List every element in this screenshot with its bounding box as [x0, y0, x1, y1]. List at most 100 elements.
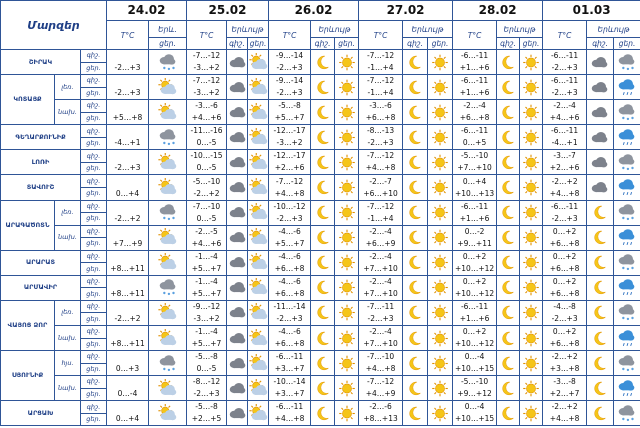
weather-icon-cell	[613, 124, 640, 151]
night-temp: -1…-4	[195, 276, 218, 286]
spacer	[108, 76, 148, 88]
weather-icon-cell	[402, 400, 429, 427]
weather-icon	[594, 381, 606, 395]
temp-cell: -2…+2 +3…+8	[542, 350, 588, 377]
night-temp: -7…-12	[192, 51, 221, 61]
weather-icon	[229, 182, 246, 193]
subregion: նախ.	[54, 325, 81, 352]
weather-icon-cell	[427, 299, 454, 327]
night-temp: -6…-11	[550, 201, 579, 211]
phen-header: Երևույթ	[586, 20, 640, 38]
weather-icon	[317, 130, 329, 144]
day-temp: -1…+4	[367, 88, 394, 98]
night-temp: -6…-11	[460, 126, 489, 136]
temp-cell: -9…-12 -3…+2	[186, 299, 228, 327]
weather-icon	[523, 154, 539, 171]
temp-cell: +8…+11	[106, 274, 150, 301]
night-label: գիշ.	[79, 74, 108, 88]
night-temp: -5…-10	[192, 176, 221, 186]
temp-cell: 0…+2 +6…+8	[542, 224, 588, 251]
temp-cell: -2…-7 +6…+10	[358, 174, 404, 201]
weather-icon-cell	[427, 74, 454, 101]
weather-icon	[157, 253, 176, 270]
temp-cell: -7…-10 0…-5	[186, 199, 228, 226]
day-temp: +10…+15	[455, 364, 495, 374]
night-temp: -6…-11	[550, 51, 579, 61]
day-temp: +3…+8	[549, 364, 580, 374]
temp-cell: -2…-4 +6…+8	[452, 99, 498, 126]
day-temp: +8…+11	[110, 339, 145, 349]
day-header: ցեր.	[519, 37, 544, 50]
night-temp: -9…-12	[192, 301, 221, 311]
weather-icon	[159, 354, 175, 371]
day-temp: +2…+6	[274, 163, 305, 173]
weather-icon	[338, 104, 355, 121]
day-temp: 0…+3	[115, 364, 140, 374]
day-label: ցեր.	[79, 161, 108, 176]
weather-icon	[157, 378, 176, 395]
weather-icon	[157, 303, 176, 320]
temp-cell: -9…-14 -2…+3	[268, 48, 312, 76]
weather-icon-cell	[586, 375, 615, 402]
day-temp: -2…+3	[114, 63, 141, 73]
weather-icon-cell	[586, 224, 615, 251]
day-label: ցեր.	[79, 86, 108, 101]
day-temp: +5…+7	[191, 288, 222, 298]
spacer	[108, 327, 148, 339]
temp-cell: -5…-8 +5…+7	[268, 99, 312, 126]
weather-icon	[249, 228, 268, 245]
weather-icon-cell	[310, 400, 336, 427]
night-temp: -2…-7	[369, 176, 392, 186]
weather-icon	[523, 355, 539, 371]
day-temp: -2…+3	[114, 163, 141, 173]
weather-icon	[618, 154, 635, 171]
weather-icon-cell	[226, 400, 249, 427]
weather-icon-cell	[334, 249, 360, 276]
weather-icon-cell	[427, 400, 454, 427]
weather-icon-cell	[496, 249, 521, 276]
weather-icon	[317, 381, 329, 395]
day-temp: +7…+10	[363, 339, 398, 349]
weather-icon	[229, 257, 246, 268]
weather-icon	[618, 279, 635, 296]
temp-cell: -2…-4 +6…+9	[358, 224, 404, 251]
day-temp: +4…+6	[191, 238, 222, 248]
weather-icon	[618, 103, 635, 120]
day-temp: -2…+3	[551, 88, 578, 98]
weather-icon	[249, 102, 268, 119]
weather-icon-cell	[402, 350, 429, 377]
weather-icon-cell	[148, 299, 188, 327]
weather-icon	[432, 204, 448, 221]
day-temp: +4…+8	[274, 414, 305, 424]
weather-icon	[338, 380, 355, 397]
temp-cell: -7…-12 -1…+4	[358, 74, 404, 101]
night-temp: -3…-7	[553, 151, 576, 161]
weather-icon-cell	[334, 400, 360, 427]
weather-icon	[594, 331, 606, 345]
weather-icon	[502, 180, 514, 195]
weather-icon	[591, 156, 608, 168]
temp-cell: -6…-11 +4…+8	[268, 400, 312, 427]
weather-icon-cell	[496, 149, 521, 176]
weather-icon	[409, 281, 421, 295]
weather-icon	[229, 407, 246, 419]
day-temp: -2…+2	[114, 213, 141, 223]
day-header: ցեր.	[613, 37, 640, 50]
weather-icon-cell	[586, 299, 615, 327]
weather-icon-cell	[247, 249, 270, 276]
weather-icon-cell	[334, 274, 360, 301]
weather-icon-cell	[402, 124, 429, 151]
day-temp: 0…-5	[196, 163, 217, 173]
weather-icon-cell	[334, 224, 360, 251]
weather-icon-cell	[226, 274, 249, 301]
subregion: նախ.	[54, 224, 81, 251]
weather-icon-cell	[402, 99, 429, 126]
weather-icon-cell	[402, 274, 429, 301]
weather-icon-cell	[496, 274, 521, 301]
weather-icon	[523, 330, 539, 346]
weather-icon-cell	[613, 249, 640, 276]
weather-icon	[229, 207, 246, 218]
weather-icon-cell	[148, 274, 188, 301]
night-temp: -3…-6	[369, 101, 392, 111]
weather-icon-cell	[586, 99, 615, 126]
